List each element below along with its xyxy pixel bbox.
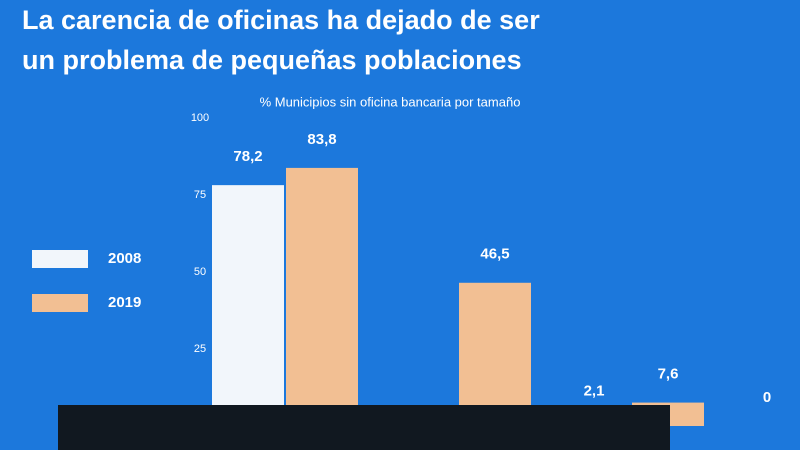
legend-label: 2008	[108, 250, 141, 267]
chart-title: La carencia de oficinas ha dejado de ser…	[22, 5, 540, 75]
bar	[286, 167, 358, 426]
stage	[58, 405, 670, 450]
value-label: 0	[763, 389, 771, 406]
y-tick-label: 75	[194, 189, 206, 201]
value-label: 78,2	[233, 148, 262, 165]
bar	[212, 185, 284, 426]
value-label: 83,8	[307, 131, 336, 148]
value-label: 2,1	[584, 383, 605, 400]
y-tick-label: 100	[191, 112, 209, 124]
legend-swatch	[32, 294, 88, 312]
legend-swatch	[32, 250, 88, 268]
value-label: 46,5	[480, 246, 509, 263]
bar	[459, 282, 531, 426]
legend-label: 2019	[108, 294, 141, 311]
y-tick-label: 25	[194, 343, 206, 355]
chart-subtitle: % Municipios sin oficina bancaria por ta…	[260, 94, 521, 109]
y-tick-label: 50	[194, 266, 206, 278]
value-label: 7,6	[658, 366, 679, 383]
